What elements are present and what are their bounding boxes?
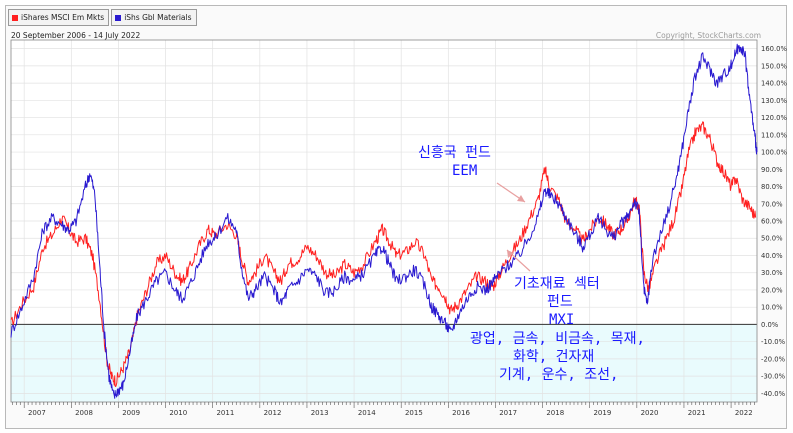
annotation-eem-line2: EEM	[452, 163, 478, 179]
legend-label-mxi: iShs Gbl Materials	[124, 13, 192, 22]
x-tick-label: 2013	[311, 409, 329, 417]
plot-area-positive	[11, 40, 757, 325]
x-tick-label: 2008	[75, 409, 93, 417]
annotation-arrowhead-mxi	[507, 250, 514, 258]
x-tick-label: 2016	[452, 409, 470, 417]
y-tick-label: 160.0%	[761, 45, 787, 53]
y-tick-label: 40.0%	[761, 252, 783, 260]
y-tick-label: -20.0%	[761, 355, 786, 363]
x-tick-label: 2020	[641, 409, 659, 417]
annotation-sectors-line3: 기계, 운수, 조선,	[499, 367, 619, 383]
x-tick-label: 2018	[546, 409, 564, 417]
y-tick-label: 120.0%	[761, 114, 787, 122]
y-tick-label: 80.0%	[761, 183, 783, 191]
y-tick-label: -10.0%	[761, 338, 786, 346]
plot-area-negative	[11, 324, 757, 402]
y-tick-label: 150.0%	[761, 62, 787, 70]
x-tick-label: 2009	[122, 409, 140, 417]
y-tick-label: -40.0%	[761, 390, 786, 398]
copyright: Copyright, StockCharts.com	[655, 31, 761, 40]
x-tick-label: 2019	[593, 409, 611, 417]
plot-border	[10, 39, 758, 403]
y-tick-label: 90.0%	[761, 166, 783, 174]
x-tick-label: 2017	[499, 409, 517, 417]
x-tick-label: 2014	[358, 409, 376, 417]
legend-item-eem[interactable]: iShares MSCI Em Mkts	[8, 9, 110, 26]
x-tick-label: 2015	[405, 409, 423, 417]
y-tick-label: 110.0%	[761, 131, 787, 139]
x-tick-label: 2007	[28, 409, 46, 417]
y-tick-label: 30.0%	[761, 269, 783, 277]
y-tick-label: 0.0%	[761, 321, 779, 329]
y-tick-label: 130.0%	[761, 97, 787, 105]
annotation-sectors-line1: 광업, 금속, 비금속, 목재,	[470, 331, 645, 347]
y-tick-label: 100.0%	[761, 149, 787, 157]
y-tick-label: 20.0%	[761, 286, 783, 294]
series-line-mxi	[10, 43, 758, 399]
x-tick-label: 2012	[264, 409, 282, 417]
annotation-eem-line1: 신흥국 펀드	[418, 145, 491, 161]
legend-item-mxi[interactable]: iShs Gbl Materials	[111, 9, 197, 26]
date-range: 20 September 2006 - 14 July 2022	[11, 31, 141, 40]
y-tick-label: 70.0%	[761, 200, 783, 208]
y-tick-label: 50.0%	[761, 235, 783, 243]
x-tick-label: 2010	[169, 409, 187, 417]
legend-swatch-eem	[12, 14, 18, 21]
y-tick-label: -30.0%	[761, 373, 786, 381]
x-tick-label: 2022	[735, 409, 753, 417]
x-tick-label: 2011	[216, 409, 234, 417]
annotation-arrowhead-eem	[517, 195, 525, 202]
legend: iShares MSCI Em Mkts iShs Gbl Materials	[8, 9, 197, 26]
annotation-sectors-line2: 화학, 건자재	[513, 349, 595, 365]
legend-label-eem: iShares MSCI Em Mkts	[21, 13, 105, 22]
series-line-eem	[10, 121, 757, 388]
y-tick-label: 140.0%	[761, 80, 787, 88]
annotation-mxi-line3: MXI	[549, 312, 575, 328]
legend-swatch-mxi	[115, 14, 122, 21]
x-tick-label: 2021	[688, 409, 706, 417]
y-tick-label: 60.0%	[761, 218, 783, 226]
annotation-mxi-line1: 기초재료 섹터	[514, 276, 600, 292]
annotation-mxi-line2: 펀드	[547, 294, 573, 310]
y-tick-label: 10.0%	[761, 304, 783, 312]
